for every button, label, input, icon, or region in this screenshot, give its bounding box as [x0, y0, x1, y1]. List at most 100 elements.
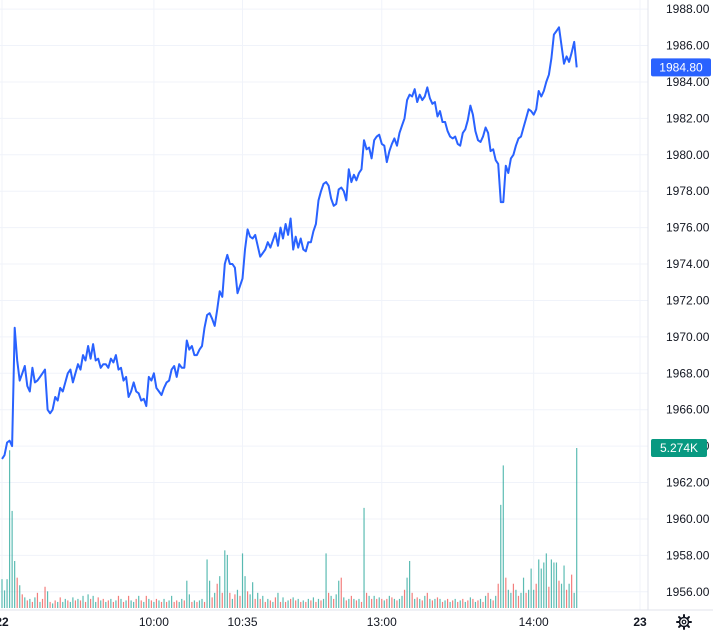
volume-bar [52, 603, 54, 608]
volume-bar [264, 601, 266, 608]
volume-bar [72, 597, 74, 608]
volume-bar [26, 600, 28, 608]
volume-bar [64, 598, 66, 608]
time-tick-label: 13:00 [367, 615, 397, 629]
volume-bar [171, 595, 173, 608]
volume-bar [148, 598, 150, 608]
volume-bar [31, 601, 33, 608]
last-price-badge [651, 58, 711, 77]
volume-bar [117, 595, 120, 608]
volume-bar [401, 595, 403, 608]
volume-bar [502, 465, 504, 608]
volume-bar [350, 595, 352, 608]
volume-bar [49, 601, 51, 608]
volume-bar [424, 595, 426, 608]
volume-bar [186, 580, 188, 608]
volume-bar [252, 582, 254, 608]
volume-bar [74, 600, 77, 608]
volume-bar [515, 589, 517, 608]
volume-bar [507, 589, 509, 608]
time-axis[interactable]: 22 10:00 10:35 13:00 14:00 23 [0, 615, 647, 629]
volume-bar [143, 601, 145, 608]
volume-bar [426, 592, 428, 608]
time-tick-label: 22 [0, 615, 9, 629]
volume-bar [446, 598, 449, 608]
volume-bar [512, 583, 515, 608]
volume-bar [90, 598, 92, 608]
volume-bar [522, 577, 525, 608]
volume-bar [97, 597, 99, 608]
volume-bar [467, 600, 469, 608]
volume-bar [469, 597, 471, 608]
volume-bar [176, 600, 178, 608]
volume-bar [173, 601, 175, 608]
volume-bar [386, 598, 388, 608]
volume-bar [355, 600, 358, 608]
volume-bar [310, 600, 312, 608]
price-axis[interactable]: 1956.001958.001960.001962.001964.001966.… [666, 2, 710, 599]
volume-bar [183, 600, 185, 608]
volume-bar [287, 600, 289, 608]
volume-bar [317, 598, 320, 608]
volume-bar [241, 553, 244, 608]
volume-bar [14, 560, 16, 608]
volume-bar [84, 601, 87, 608]
volume-bar [315, 601, 317, 608]
volume-bar [396, 600, 398, 608]
volume-bar [120, 598, 122, 608]
volume-bar [160, 601, 163, 608]
volume-bar [41, 598, 44, 608]
volume-bar [209, 580, 211, 608]
volume-bar [434, 598, 436, 608]
volume-bar [79, 600, 82, 608]
volume-bar [540, 568, 542, 608]
volume-bar [290, 598, 292, 608]
volume-bar [538, 559, 540, 608]
volume-bar [555, 562, 558, 608]
volume-bar [19, 585, 21, 608]
volume-bar [8, 450, 11, 608]
price-tick-label: 1960.00 [666, 512, 710, 526]
volume-bar [312, 597, 315, 608]
volume-bar [178, 601, 180, 608]
volume-bar [550, 559, 552, 608]
volume-bar [226, 554, 228, 608]
volume-bar [110, 598, 112, 608]
volume-bar [565, 589, 568, 608]
volume-bar [381, 598, 383, 608]
volume-bar [376, 598, 378, 608]
volume-bar [105, 601, 107, 608]
volume-bar [409, 560, 411, 608]
price-tick-label: 1976.00 [666, 221, 710, 235]
volume-bar [92, 595, 94, 608]
gear-icon[interactable] [676, 614, 692, 630]
volume-bar [528, 589, 530, 608]
volume-bar [262, 595, 264, 608]
volume-bar [100, 600, 102, 608]
time-tick-label: 10:35 [228, 615, 258, 629]
volume-bar [201, 598, 203, 608]
volume-bar [229, 592, 231, 608]
volume-bar [150, 600, 152, 608]
volume-bar [246, 591, 249, 608]
volume-bar [140, 600, 142, 608]
volume-bar [302, 600, 304, 608]
volume-bar [269, 600, 271, 608]
volume-bar [563, 565, 565, 608]
volume-bar [449, 601, 451, 608]
volume-bar [16, 577, 18, 608]
volume-bar [545, 553, 547, 608]
price-tick-label: 1970.00 [666, 330, 710, 344]
volume-bar [543, 562, 545, 608]
price-line-layer [1, 26, 578, 460]
volume-bar [46, 591, 49, 608]
price-tick-label: 1978.00 [666, 184, 710, 198]
volume-bar [322, 598, 325, 608]
volume-bar [472, 598, 474, 608]
volume-bar [484, 595, 487, 608]
last-volume-badge [651, 439, 707, 457]
volume-bar [122, 601, 125, 608]
price-tick-label: 1986.00 [666, 39, 710, 53]
